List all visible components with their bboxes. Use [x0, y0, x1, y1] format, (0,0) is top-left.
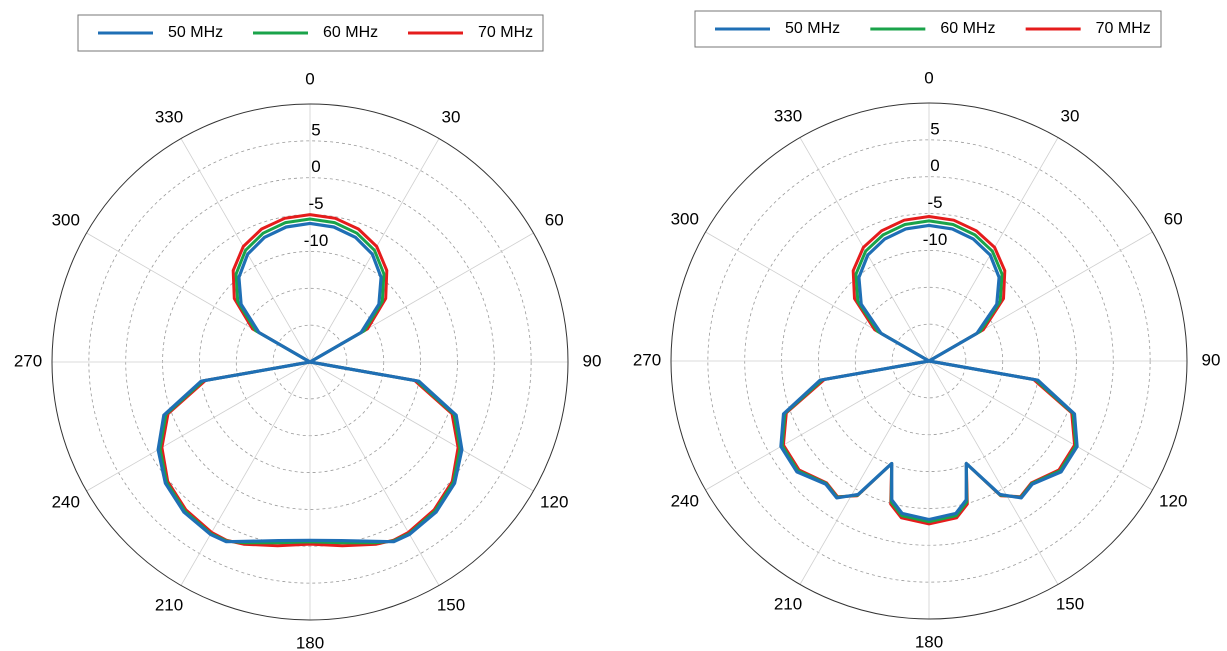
grid-spoke: [928, 360, 1153, 491]
series-line-70-mhz: [160, 213, 460, 548]
radial-tick-label: -5: [927, 193, 942, 212]
grid-spoke: [180, 361, 311, 586]
legend: 50 MHz 60 MHz 70 MHz: [694, 10, 1162, 48]
legend-label-50-mhz: 50 MHz: [785, 20, 840, 37]
legend-label-60-mhz: 60 MHz: [323, 24, 378, 41]
grid-spoke: [928, 360, 1059, 585]
grid-spoke: [309, 361, 534, 492]
grid-spoke: [799, 137, 930, 362]
angle-tick-label: 120: [540, 492, 568, 511]
radial-tick-label: -10: [304, 231, 329, 250]
legend-label-50-mhz: 50 MHz: [168, 24, 223, 41]
legend-label-60-mhz: 60 MHz: [940, 20, 995, 37]
grid-spoke: [309, 361, 440, 586]
angle-tick-label: 150: [437, 596, 465, 615]
series-line-50-mhz: [156, 221, 464, 544]
angle-tick-label: 150: [1056, 595, 1084, 614]
angle-tick-label: 330: [155, 107, 183, 126]
radial-tick-label: 0: [311, 157, 320, 176]
radial-tick-label: 0: [930, 156, 939, 175]
grid-spoke: [799, 360, 930, 585]
angle-tick-label: 180: [296, 633, 324, 651]
angle-tick-label: 270: [14, 351, 42, 370]
angle-tick-label: 30: [1061, 106, 1080, 125]
radial-tick-label: 5: [930, 119, 939, 138]
polar-chart-right: 0 30 60 90 120 150 180 210 240 270 300 330 -10 -5 0 5 50…: [633, 10, 1221, 651]
grid-spoke: [705, 360, 930, 491]
angle-tick-label: 120: [1159, 491, 1187, 510]
angle-tick-label: 300: [52, 210, 80, 229]
polar-grid: [671, 103, 1187, 619]
legend-box: [77, 14, 544, 52]
polar-frame: [670, 102, 1188, 620]
polar-frame: [51, 103, 569, 621]
angle-tick-label: 0: [924, 68, 933, 87]
series-line-50-mhz: [779, 223, 1079, 522]
angle-tick-label: 90: [583, 351, 602, 370]
angle-tick-label: 180: [915, 632, 943, 651]
grid-spoke: [928, 137, 1059, 362]
angle-tick-label: 330: [774, 106, 802, 125]
angle-tick-label: 210: [155, 596, 183, 615]
angle-tick-label: 30: [442, 107, 461, 126]
angle-tick-label: 0: [305, 69, 314, 88]
angle-tick-label: 300: [671, 209, 699, 228]
grid-spoke: [86, 361, 311, 492]
radial-tick-label: -10: [923, 230, 948, 249]
legend-box: [694, 10, 1162, 48]
legend-label-70-mhz: 70 MHz: [1096, 20, 1151, 37]
series-line-70-mhz: [781, 215, 1077, 526]
angle-tick-label: 270: [633, 350, 661, 369]
polar-chart-left: 0 30 60 90 120 150 180 210 240 270 300 330 -10 -5 0 5 50…: [14, 14, 602, 651]
angle-tick-label: 60: [545, 210, 564, 229]
radial-tick-label: -5: [308, 194, 323, 213]
angle-tick-label: 240: [52, 492, 80, 511]
angle-tick-label: 60: [1164, 209, 1183, 228]
angle-tick-label: 90: [1202, 350, 1221, 369]
angle-tick-label: 210: [774, 595, 802, 614]
legend-label-70-mhz: 70 MHz: [478, 24, 533, 41]
radial-tick-label: 5: [311, 120, 320, 139]
legend: 50 MHz 60 MHz 70 MHz: [77, 14, 544, 52]
angle-tick-label: 240: [671, 491, 699, 510]
